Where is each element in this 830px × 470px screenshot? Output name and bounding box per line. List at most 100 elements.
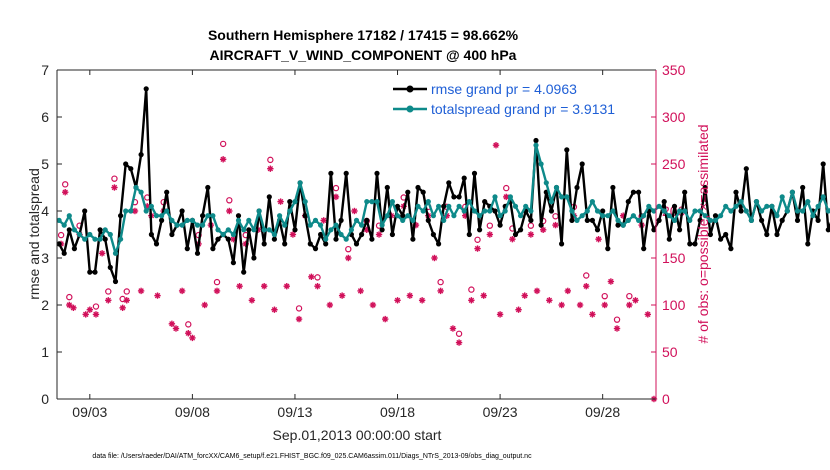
series-point-0 xyxy=(225,236,231,242)
series-point-1 xyxy=(661,208,667,214)
obs-assimilated-point xyxy=(283,283,290,290)
series-point-0 xyxy=(512,231,519,238)
series-point-0 xyxy=(794,217,801,223)
series-point-0 xyxy=(261,241,267,247)
obs-assimilated-point xyxy=(351,207,358,215)
series-point-1 xyxy=(497,213,503,219)
series-point-0 xyxy=(600,208,606,214)
series-point-1 xyxy=(159,213,165,219)
series-point-1 xyxy=(574,217,580,223)
y-left-tick-label: 3 xyxy=(41,250,49,266)
series-point-0 xyxy=(148,231,154,238)
series-point-1 xyxy=(625,217,631,223)
series-point-0 xyxy=(200,213,206,219)
series-point-1 xyxy=(328,227,334,233)
series-point-0 xyxy=(564,147,570,153)
y-left-tick-label: 7 xyxy=(41,62,49,78)
series-point-0 xyxy=(579,161,585,167)
series-point-0 xyxy=(179,208,185,214)
series-point-1 xyxy=(743,208,749,214)
series-point-1 xyxy=(712,217,719,223)
obs-assimilated-point xyxy=(455,339,463,346)
series-point-1 xyxy=(646,203,652,209)
obs-assimilated-point xyxy=(613,325,621,332)
series-point-1 xyxy=(569,208,575,214)
obs-assimilated-point xyxy=(105,297,112,304)
obs-possible-point xyxy=(57,231,65,239)
obs-assimilated-point xyxy=(185,330,192,337)
series-point-1 xyxy=(651,208,657,214)
obs-assimilated-point xyxy=(320,217,327,224)
chart-title-line1: Southern Hemisphere 17182 / 17415 = 98.6… xyxy=(208,27,519,43)
series-point-1 xyxy=(769,203,775,209)
obs-assimilated-point xyxy=(619,212,627,219)
obs-assimilated-point xyxy=(576,301,584,309)
plot-area xyxy=(57,70,656,399)
series-point-0 xyxy=(446,180,452,186)
obs-assimilated-point xyxy=(644,311,651,318)
series-point-1 xyxy=(548,199,555,205)
series-point-1 xyxy=(256,208,262,214)
x-tick-label: 09/08 xyxy=(175,404,210,420)
series-point-0 xyxy=(471,170,478,176)
series-point-0 xyxy=(430,231,436,238)
series-point-1 xyxy=(682,208,688,214)
series-point-0 xyxy=(205,184,211,191)
series-point-1 xyxy=(164,208,170,214)
series-point-0 xyxy=(56,241,62,247)
series-point-0 xyxy=(584,217,590,223)
series-point-0 xyxy=(323,241,329,247)
series-point-0 xyxy=(307,241,313,247)
obs-possible-point xyxy=(601,292,608,300)
series-point-1 xyxy=(446,203,452,209)
series-point-1 xyxy=(230,231,236,238)
series-point-0 xyxy=(661,199,667,205)
series-point-1 xyxy=(466,199,472,205)
series-point-0 xyxy=(400,213,406,219)
series-point-1 xyxy=(707,217,714,223)
series-point-1 xyxy=(66,213,72,219)
series-point-1 xyxy=(364,199,370,205)
obs-possible-point xyxy=(486,222,494,229)
series-point-1 xyxy=(533,142,539,148)
obs-assimilated-point xyxy=(92,311,100,318)
series-point-0 xyxy=(574,184,580,191)
obs-assimilated-point xyxy=(369,301,377,309)
series-point-0 xyxy=(723,231,729,238)
series-point-1 xyxy=(507,194,513,200)
obs-assimilated-point xyxy=(226,207,233,215)
y-axis-right-label: # of obs: o=possible; ×=assimilated xyxy=(695,124,711,343)
series-point-1 xyxy=(282,222,288,228)
obs-possible-point xyxy=(62,181,69,188)
obs-assimilated-point xyxy=(601,301,608,309)
x-tick-label: 09/13 xyxy=(277,404,312,420)
series-point-1 xyxy=(610,208,616,214)
obs-possible-point xyxy=(105,288,112,295)
series-point-1 xyxy=(420,208,426,214)
series-point-1 xyxy=(71,227,77,233)
series-point-1 xyxy=(718,213,724,219)
x-axis-ticks: 09/03 09/08 09/13 09/18 09/23 09/28 xyxy=(72,70,620,420)
series-point-0 xyxy=(420,189,426,195)
series-point-1 xyxy=(102,227,108,233)
obs-assimilated-point xyxy=(607,278,615,285)
series-point-1 xyxy=(405,213,411,219)
series-point-0 xyxy=(97,227,103,233)
series-point-0 xyxy=(338,217,344,223)
obs-assimilated-point xyxy=(552,221,559,229)
obs-assimilated-point xyxy=(418,297,426,304)
x-tick-label: 09/03 xyxy=(72,404,107,420)
obs-assimilated-point xyxy=(86,306,94,313)
obs-possible-point xyxy=(437,278,444,286)
series-point-1 xyxy=(128,208,134,214)
legend-spread-label: totalspread grand pr = 3.9131 xyxy=(431,101,615,117)
y-axis-left-label: rmse and totalspread xyxy=(26,168,42,300)
obs-assimilated-point xyxy=(178,287,186,295)
obs-assimilated-point xyxy=(219,156,227,163)
series-point-1 xyxy=(430,213,436,219)
series-point-1 xyxy=(389,199,395,205)
obs-possible-point xyxy=(527,222,535,229)
series-point-0 xyxy=(815,217,821,223)
series-point-0 xyxy=(394,203,401,209)
series-point-1 xyxy=(825,208,830,214)
